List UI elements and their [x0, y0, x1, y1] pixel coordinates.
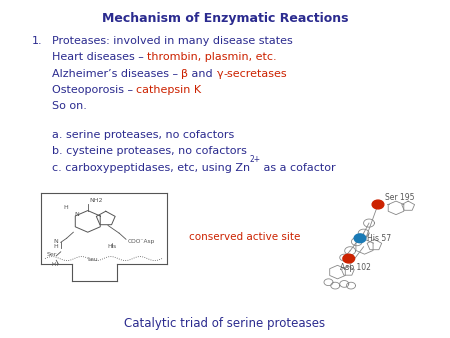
Text: N: N [74, 212, 79, 217]
Text: γ: γ [216, 69, 223, 79]
Text: Leu: Leu [87, 257, 98, 262]
Text: N: N [54, 239, 58, 244]
Text: Proteases: involved in many disease states: Proteases: involved in many disease stat… [52, 36, 292, 46]
Circle shape [372, 200, 384, 209]
Text: H+: H+ [52, 262, 61, 267]
Text: thrombin, plasmin, etc.: thrombin, plasmin, etc. [147, 52, 277, 63]
Text: NH2: NH2 [89, 198, 103, 203]
Text: So on.: So on. [52, 101, 86, 111]
Circle shape [354, 234, 366, 243]
Text: Osteoporosis –: Osteoporosis – [52, 85, 136, 95]
Text: H: H [54, 244, 58, 249]
Text: -secretases: -secretases [223, 69, 287, 79]
Text: Alzheimer’s diseases –: Alzheimer’s diseases – [52, 69, 181, 79]
Text: H: H [63, 205, 68, 210]
Text: b. cysteine proteases, no cofactors: b. cysteine proteases, no cofactors [52, 146, 247, 156]
Text: His 57: His 57 [367, 234, 391, 243]
Text: 2+: 2+ [250, 155, 261, 164]
Text: Ser 195: Ser 195 [385, 193, 414, 202]
Circle shape [343, 254, 355, 263]
Text: Heart diseases –: Heart diseases – [52, 52, 147, 63]
Text: Asp 102: Asp 102 [340, 263, 371, 271]
Text: Catalytic triad of serine proteases: Catalytic triad of serine proteases [125, 317, 325, 330]
Text: 1.: 1. [32, 36, 42, 46]
Text: Ser: Ser [46, 252, 57, 257]
Text: as a cofactor: as a cofactor [260, 163, 335, 173]
Text: and: and [189, 69, 216, 79]
Text: COO⁻Asp: COO⁻Asp [127, 239, 155, 244]
Text: c. carboxypeptidases, etc, using Zn: c. carboxypeptidases, etc, using Zn [52, 163, 250, 173]
Text: His: His [107, 244, 116, 249]
Text: conserved active site: conserved active site [189, 232, 301, 242]
Text: cathepsin K: cathepsin K [136, 85, 202, 95]
Text: β: β [181, 69, 189, 79]
Text: a. serine proteases, no cofactors: a. serine proteases, no cofactors [52, 130, 234, 140]
Text: Mechanism of Enzymatic Reactions: Mechanism of Enzymatic Reactions [102, 12, 348, 25]
